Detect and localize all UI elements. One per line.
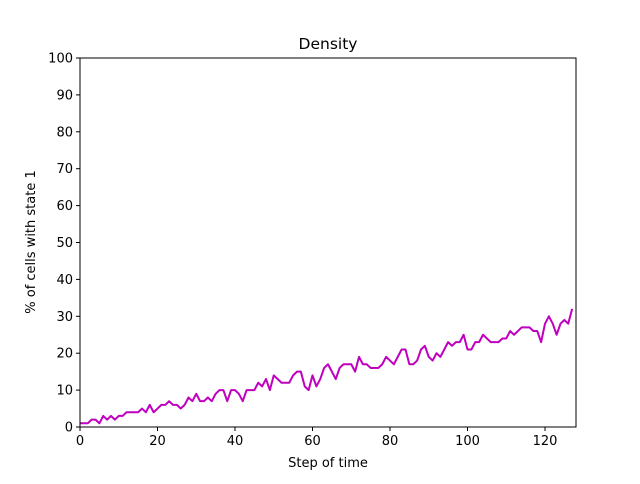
- x-tick-label: 40: [227, 434, 244, 449]
- y-tick-label: 40: [56, 273, 73, 288]
- x-tick-label: 60: [304, 434, 321, 449]
- y-axis-label: % of cells with state 1: [24, 170, 39, 313]
- x-tick-label: 120: [533, 434, 558, 449]
- y-tick-label: 50: [56, 236, 73, 251]
- y-tick-label: 90: [56, 88, 73, 103]
- y-tick-label: 10: [56, 384, 73, 399]
- x-tick-label: 100: [455, 434, 480, 449]
- y-tick-label: 30: [56, 310, 73, 325]
- x-tick-label: 20: [149, 434, 166, 449]
- x-tick-label: 0: [76, 434, 84, 449]
- y-tick-label: 20: [56, 347, 73, 362]
- data-line: [80, 308, 574, 425]
- y-tick-label: 100: [48, 52, 73, 67]
- y-tick-label: 60: [56, 199, 73, 214]
- y-tick-label: 80: [56, 125, 73, 140]
- chart-title: Density: [299, 35, 358, 53]
- plot-frame: [79, 57, 577, 428]
- x-tick-label: 80: [382, 434, 399, 449]
- y-tick-label: 70: [56, 162, 73, 177]
- y-tick-label: 0: [65, 421, 73, 436]
- x-axis-label: Step of time: [288, 456, 368, 471]
